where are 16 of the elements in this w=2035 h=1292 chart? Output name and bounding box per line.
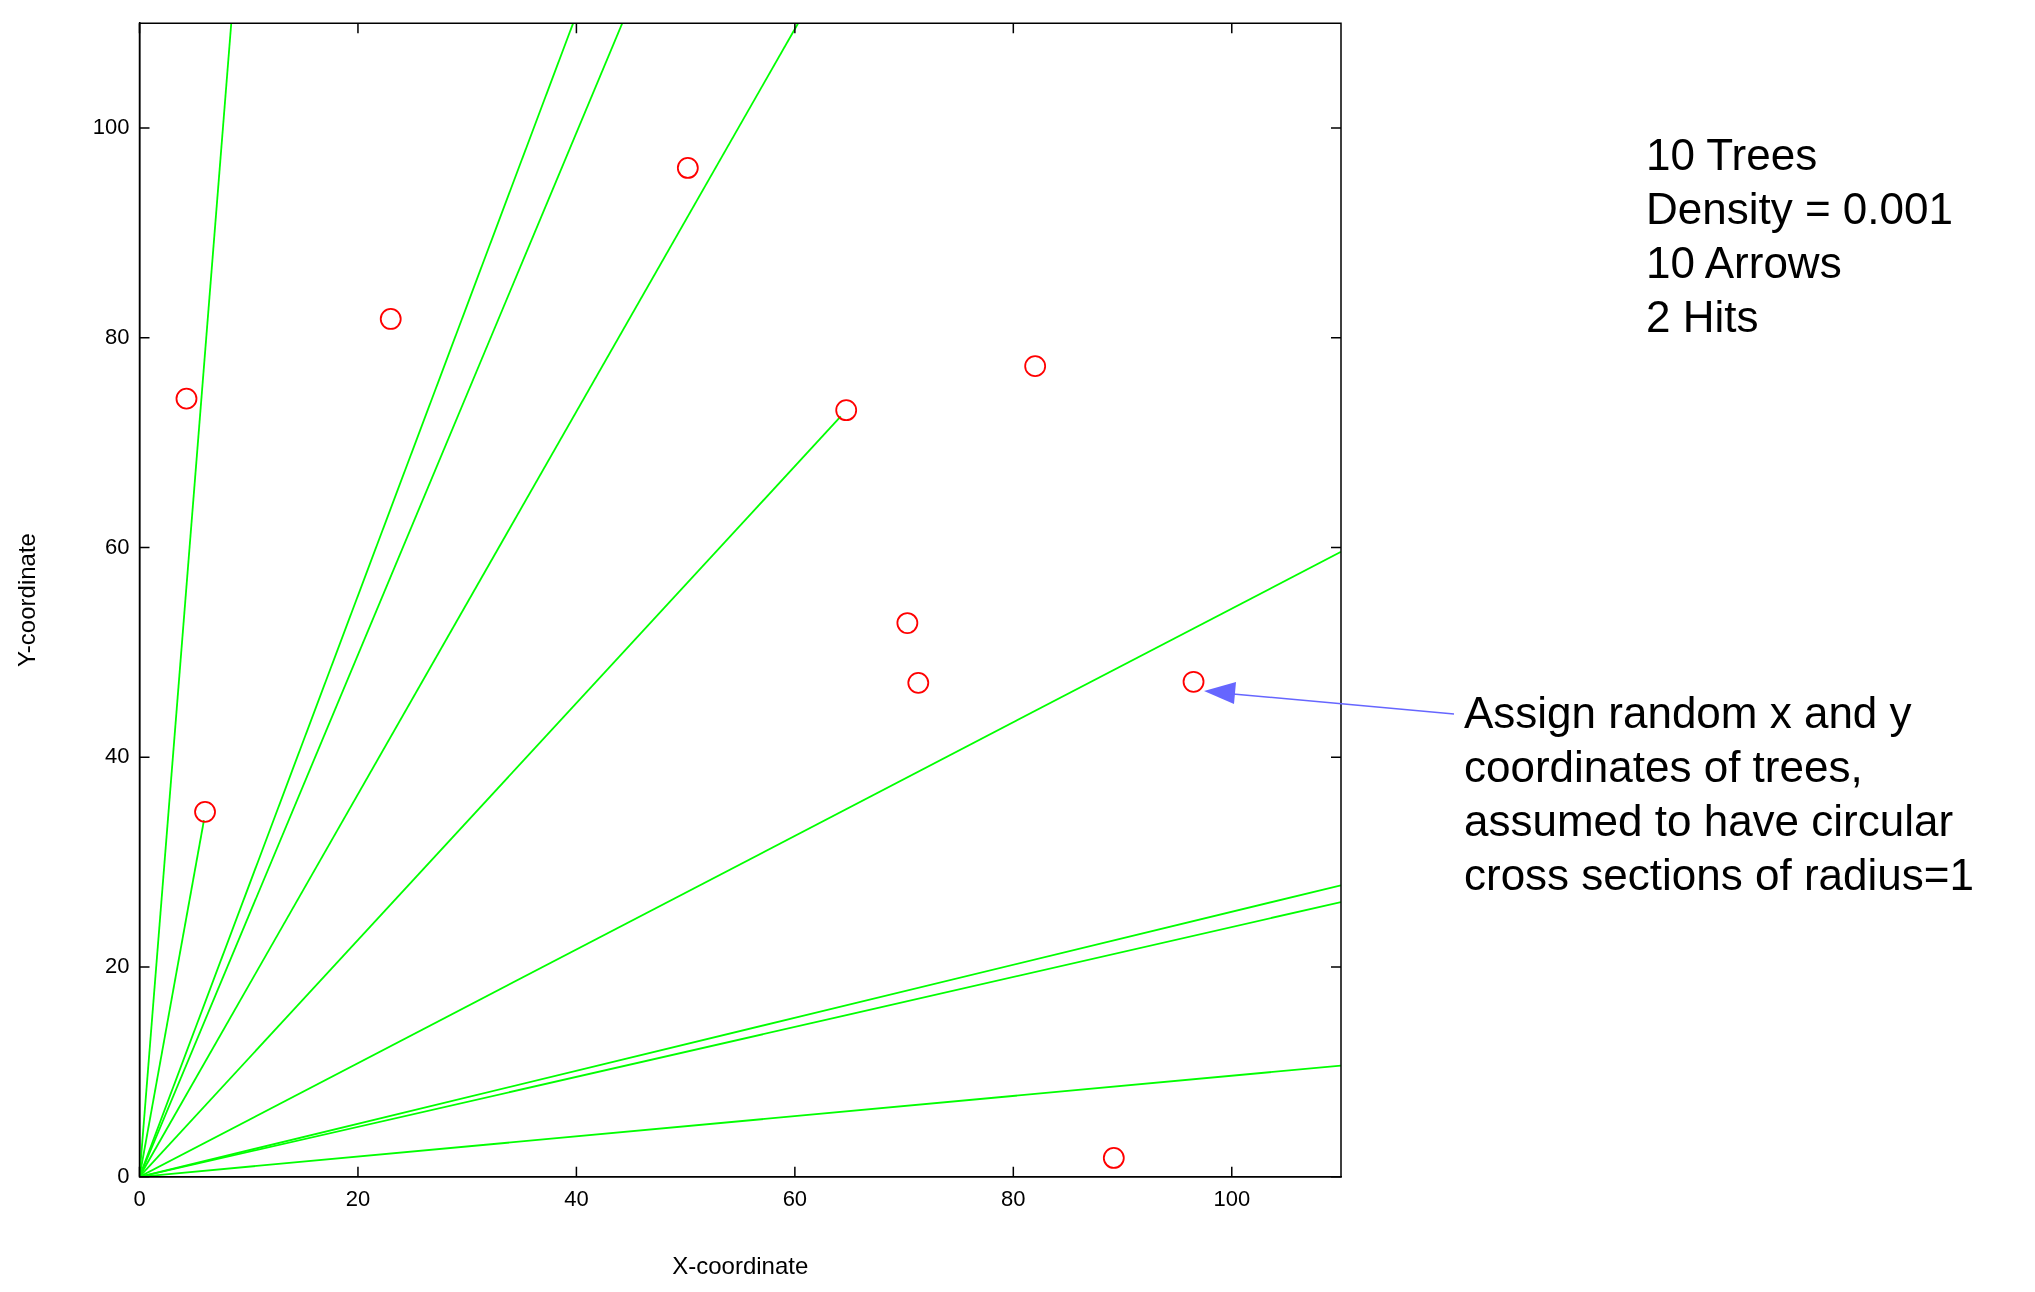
x-axis-title: X-coordinate [672, 1252, 809, 1280]
y-tick-label: 80 [105, 323, 130, 349]
y-axis-title: Y-coordinate [13, 533, 41, 667]
y-tick-label: 60 [105, 533, 130, 559]
y-tick-label: 100 [92, 114, 130, 140]
x-tick-label: 40 [564, 1186, 589, 1212]
y-tick-label: 20 [105, 953, 130, 979]
y-tick-label: 0 [117, 1162, 130, 1188]
text: Assign random x and y coordinates of trees, assumed to have circular cross sections of radius=1 [1464, 687, 1975, 901]
x-tick-label: 0 [133, 1186, 146, 1212]
x-tick-label: 80 [1001, 1186, 1026, 1212]
x-tick-label: 20 [345, 1186, 371, 1212]
y-tick-label: 40 [105, 743, 130, 769]
x-tick-label: 100 [1213, 1186, 1251, 1212]
x-tick-label: 60 [782, 1186, 808, 1212]
text: 10 Trees Density = 0.001 10 Arrows 2 Hits [1646, 129, 1953, 343]
